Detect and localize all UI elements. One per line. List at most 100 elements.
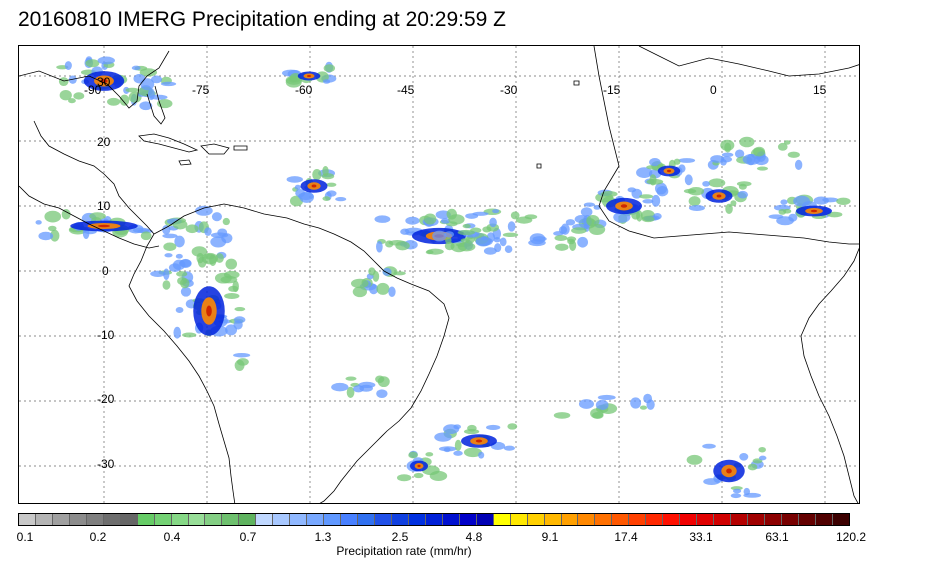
precip-cell — [642, 199, 654, 204]
precip-cell — [444, 241, 455, 251]
precip-cell — [567, 238, 575, 245]
precip-cell — [687, 186, 705, 196]
colorbar-swatch — [697, 514, 715, 525]
precip-cell — [554, 234, 568, 242]
colorbar-swatch — [442, 514, 460, 525]
colorbar-swatch — [408, 514, 426, 525]
precip-cell — [294, 184, 301, 190]
coastline-mexico-pacific — [19, 185, 160, 249]
precip-cell — [322, 79, 331, 84]
precip-cell — [413, 472, 424, 479]
precip-cell — [686, 454, 703, 465]
precip-cell — [524, 214, 538, 220]
colorbar-label: Precipitation rate (mm/hr) — [336, 544, 472, 558]
coastline-cape-verde — [536, 163, 542, 169]
colorbar-tick: 9.1 — [541, 530, 559, 544]
precip-cell — [595, 399, 609, 411]
precip-cell — [434, 432, 452, 442]
colorbar-swatch — [731, 514, 748, 525]
precip-cell — [583, 202, 596, 207]
precip-cell — [475, 439, 483, 443]
precip-cell — [48, 225, 57, 232]
coastline-africa-west — [800, 247, 859, 503]
precip-cell — [716, 194, 722, 198]
coastline-mexico-central-america — [33, 120, 155, 235]
precip-cell — [457, 242, 476, 252]
lat-label: 30 — [97, 75, 111, 89]
precip-cell — [388, 286, 396, 298]
colorbar-swatch — [459, 514, 477, 525]
precip-cell — [739, 136, 755, 148]
precip-cell — [311, 184, 317, 188]
precip-cell — [443, 424, 460, 434]
precip-cell — [147, 88, 155, 101]
coastline-cuba — [138, 133, 199, 153]
precip-cell — [553, 412, 571, 419]
precip-cell — [654, 182, 668, 195]
precip-cell — [222, 217, 230, 226]
colorbar-swatch — [205, 514, 223, 525]
lat-label: 0 — [102, 264, 109, 278]
precip-cell — [50, 229, 60, 242]
lon-label: -15 — [603, 83, 621, 97]
colorbar-swatch — [341, 514, 359, 525]
precip-cell — [322, 196, 331, 201]
precip-cell — [217, 228, 228, 237]
precip-cell — [758, 455, 767, 461]
precip-cell — [794, 159, 803, 171]
colorbar-swatch — [527, 514, 545, 525]
colorbar-swatch — [222, 514, 240, 525]
precip-cell — [777, 142, 788, 151]
colorbar-tick: 0.1 — [16, 530, 34, 544]
precip-cell — [346, 386, 355, 398]
precip-cell — [702, 180, 710, 187]
precip-cell — [350, 278, 369, 289]
precip-cell — [233, 353, 251, 358]
colorbar-swatch — [256, 514, 274, 525]
precip-cell — [736, 181, 752, 187]
precip-cell — [151, 75, 163, 84]
precip-cell — [639, 194, 654, 199]
axis-labels: -90 -75 -60 -45 -30 -15 0 15 30 20 10 0 … — [84, 75, 827, 471]
precip-cell — [368, 267, 376, 276]
lon-label: -45 — [397, 83, 415, 97]
colorbar-swatch — [137, 514, 155, 525]
precip-cell — [810, 209, 818, 213]
precip-cell — [119, 94, 130, 106]
colorbar-swatch — [120, 514, 138, 525]
precip-cell — [139, 101, 153, 111]
precip-cell — [376, 240, 383, 253]
precip-cell — [234, 359, 245, 371]
colorbar-swatch — [375, 514, 392, 525]
precip-cell — [747, 463, 758, 471]
precip-cell — [162, 280, 171, 290]
precip-cell — [172, 219, 188, 230]
precip-cell — [211, 212, 222, 222]
precip-cell — [502, 232, 519, 238]
precip-cell — [737, 190, 749, 199]
coastline-puerto-rico — [233, 145, 248, 151]
lon-label: 0 — [710, 83, 717, 97]
precip-cell — [385, 240, 394, 248]
precip-cell — [630, 397, 642, 409]
precip-cell — [600, 191, 618, 198]
colorbar-tick: 1.3 — [314, 530, 332, 544]
colorbar-swatch — [391, 514, 409, 525]
precip-cell — [462, 223, 471, 229]
precip-cell — [753, 146, 766, 157]
precip-cell — [432, 230, 447, 242]
precip-cell — [482, 226, 492, 233]
precip-cell — [374, 215, 391, 223]
colorbar-tick: 17.4 — [614, 530, 638, 544]
precip-cell — [440, 218, 451, 224]
precip-cell — [58, 77, 69, 86]
precip-cell — [395, 241, 410, 251]
precip-cell — [646, 399, 655, 410]
precip-cell — [631, 211, 641, 220]
precip-cell — [684, 174, 693, 186]
colorbar-swatch — [188, 514, 206, 525]
precip-cell — [140, 78, 155, 91]
lon-label: -90 — [84, 83, 102, 97]
precip-cell — [703, 478, 720, 486]
precip-cell — [225, 324, 238, 336]
